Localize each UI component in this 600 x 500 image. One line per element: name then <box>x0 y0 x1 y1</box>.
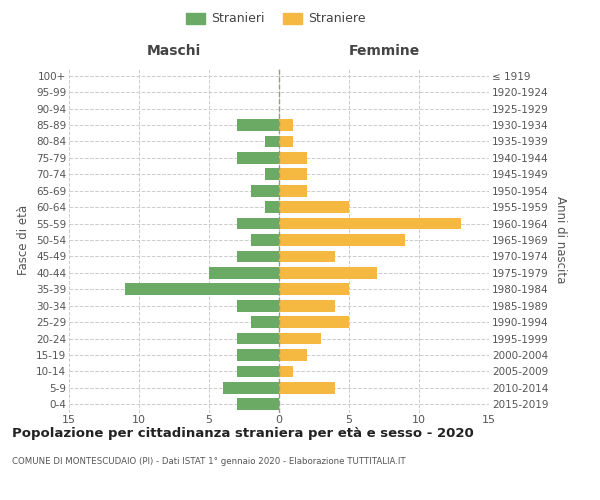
Bar <box>237 332 279 344</box>
Bar <box>279 332 321 344</box>
Bar <box>265 136 279 147</box>
Text: COMUNE DI MONTESCUDAIO (PI) - Dati ISTAT 1° gennaio 2020 - Elaborazione TUTTITAL: COMUNE DI MONTESCUDAIO (PI) - Dati ISTAT… <box>12 458 406 466</box>
Bar <box>251 185 279 196</box>
Bar <box>237 119 279 131</box>
Bar <box>279 284 349 295</box>
Bar <box>237 218 279 230</box>
Y-axis label: Anni di nascita: Anni di nascita <box>554 196 567 284</box>
Bar <box>237 366 279 378</box>
Bar <box>279 152 307 164</box>
Bar <box>237 349 279 361</box>
Bar <box>279 349 307 361</box>
Bar <box>279 234 405 246</box>
Text: Maschi: Maschi <box>147 44 201 58</box>
Bar <box>279 250 335 262</box>
Bar <box>279 382 335 394</box>
Bar <box>251 316 279 328</box>
Bar <box>279 201 349 213</box>
Bar <box>251 234 279 246</box>
Bar <box>279 366 293 378</box>
Bar <box>223 382 279 394</box>
Bar <box>237 398 279 410</box>
Bar <box>265 168 279 180</box>
Text: Femmine: Femmine <box>349 44 419 58</box>
Legend: Stranieri, Straniere: Stranieri, Straniere <box>182 8 370 29</box>
Bar <box>237 300 279 312</box>
Bar <box>279 119 293 131</box>
Bar <box>279 168 307 180</box>
Bar <box>279 136 293 147</box>
Bar <box>279 300 335 312</box>
Y-axis label: Fasce di età: Fasce di età <box>17 205 31 275</box>
Bar <box>279 185 307 196</box>
Bar <box>125 284 279 295</box>
Bar <box>279 218 461 230</box>
Bar <box>237 152 279 164</box>
Bar <box>279 267 377 279</box>
Bar <box>279 316 349 328</box>
Bar <box>209 267 279 279</box>
Text: Popolazione per cittadinanza straniera per età e sesso - 2020: Popolazione per cittadinanza straniera p… <box>12 428 474 440</box>
Bar <box>237 250 279 262</box>
Bar <box>265 201 279 213</box>
